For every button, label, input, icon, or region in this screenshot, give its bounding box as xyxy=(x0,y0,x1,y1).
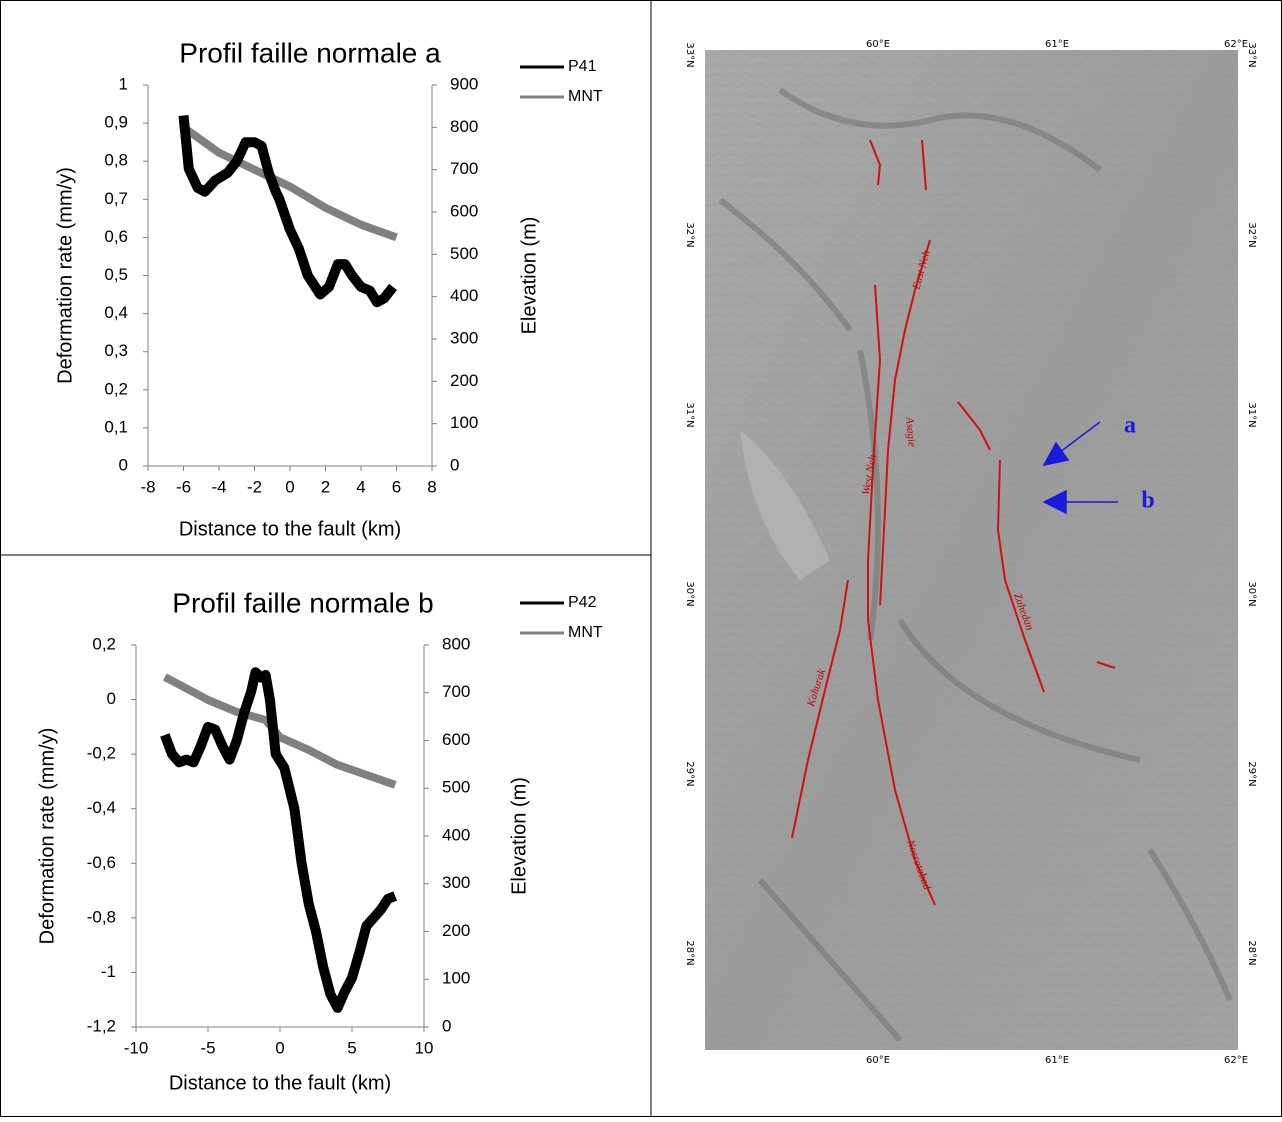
y-tick-label: 0,2 xyxy=(104,379,128,398)
data-line xyxy=(178,115,397,308)
legend-label: MNT xyxy=(568,624,603,641)
x-tick-label: 8 xyxy=(427,477,436,496)
chart-title: Profil faille normale b xyxy=(172,587,433,618)
lat-label: 30°N xyxy=(1246,581,1257,606)
y-tick-label: 0,8 xyxy=(104,151,128,170)
map-ridges xyxy=(718,87,1233,1042)
y-tick-label: 0 xyxy=(107,689,116,708)
data-line xyxy=(160,667,398,1013)
lon-label: 62°E xyxy=(1224,39,1248,50)
dune-field xyxy=(740,430,830,580)
y-tick-label: 0,5 xyxy=(104,265,128,284)
y-tick-label: 1 xyxy=(119,74,128,93)
x-tick-label: -8 xyxy=(140,477,155,496)
lat-label: 29°N xyxy=(1246,761,1257,786)
lat-label: 32°N xyxy=(684,222,695,247)
lat-label: 31°N xyxy=(1246,402,1257,427)
lat-label: 33°N xyxy=(684,42,695,67)
y2-tick-label: 500 xyxy=(442,778,470,797)
y2-tick-label: 500 xyxy=(450,244,478,263)
y-tick-label: -0,4 xyxy=(87,798,116,817)
x-tick-label: 5 xyxy=(347,1038,356,1057)
x-tick-label: 6 xyxy=(392,477,401,496)
y-tick-label: 0,2 xyxy=(92,634,116,653)
x-tick-label: 4 xyxy=(356,477,365,496)
legend-label: P42 xyxy=(568,594,597,611)
y-tick-label: -0,6 xyxy=(87,853,116,872)
y-axis-title: Deformation rate (mm/y) xyxy=(54,167,76,384)
y2-axis-title: Elevation (m) xyxy=(518,217,540,335)
lon-label: 61°E xyxy=(1045,1055,1069,1066)
charts: Profil faille normale a Distance to the f… xyxy=(36,37,603,1094)
faults xyxy=(791,139,1116,906)
lat-label: 29°N xyxy=(684,761,695,786)
x-tick-label: 0 xyxy=(285,477,294,496)
y-tick-label: -0,8 xyxy=(87,907,116,926)
legend-label: P41 xyxy=(568,58,597,75)
lat-label: 32°N xyxy=(1246,222,1257,247)
y2-tick-label: 100 xyxy=(450,413,478,432)
chart: Profil faille normale b Distance to the f… xyxy=(36,587,603,1094)
y-tick-label: 0,9 xyxy=(104,113,128,132)
x-tick-label: 2 xyxy=(321,477,330,496)
y-tick-label: 0,4 xyxy=(104,303,128,322)
y2-axis-title: Elevation (m) xyxy=(508,777,530,895)
lat-label: 31°N xyxy=(684,402,695,427)
y-tick-label: 0,6 xyxy=(104,227,128,246)
lat-label: 28°N xyxy=(684,940,695,965)
y2-tick-label: 800 xyxy=(442,634,470,653)
x-axis-title: Distance to the fault (km) xyxy=(179,518,401,540)
x-tick-label: 10 xyxy=(415,1038,434,1057)
y-tick-label: -1,2 xyxy=(87,1016,116,1035)
lat-label: 30°N xyxy=(684,581,695,606)
y2-tick-label: 300 xyxy=(450,328,478,347)
y2-tick-label: 700 xyxy=(450,159,478,178)
y2-tick-label: 600 xyxy=(450,201,478,220)
lon-label: 60°E xyxy=(866,1055,890,1066)
fault-name: Asagie xyxy=(903,416,918,448)
chart: Profil faille normale a Distance to the f… xyxy=(54,37,603,540)
legend-label: MNT xyxy=(568,88,603,105)
profile-marker: a xyxy=(1124,413,1136,439)
y-axis-title: Deformation rate (mm/y) xyxy=(36,728,58,945)
x-tick-label: -6 xyxy=(176,477,191,496)
y2-tick-label: 0 xyxy=(450,455,459,474)
y-tick-label: 0,1 xyxy=(104,417,128,436)
x-tick-label: 0 xyxy=(275,1038,284,1057)
y2-tick-label: 700 xyxy=(442,682,470,701)
data-line xyxy=(181,124,398,242)
lon-label: 62°E xyxy=(1224,1055,1248,1066)
y2-tick-label: 600 xyxy=(442,730,470,749)
y2-tick-label: 0 xyxy=(442,1016,451,1035)
y-tick-label: 0 xyxy=(119,455,128,474)
y-tick-label: 0,3 xyxy=(104,341,128,360)
lon-label: 60°E xyxy=(866,39,890,50)
x-axis-title: Distance to the fault (km) xyxy=(169,1072,391,1094)
profile-marker: b xyxy=(1141,488,1154,514)
y2-tick-label: 300 xyxy=(442,873,470,892)
lat-label: 33°N xyxy=(1246,42,1257,67)
y2-tick-label: 200 xyxy=(442,921,470,940)
y-tick-label: -0,2 xyxy=(87,744,116,763)
x-tick-label: -5 xyxy=(200,1038,215,1057)
y2-tick-label: 800 xyxy=(450,117,478,136)
y2-tick-label: 900 xyxy=(450,74,478,93)
map: 33°N 33°N 32°N 32°N 31°N 31°N 30°N 30°N 29°N 29°N… xyxy=(684,39,1257,1066)
data-line xyxy=(162,673,397,789)
chart-title: Profil faille normale a xyxy=(179,37,441,68)
x-tick-label: -2 xyxy=(247,477,262,496)
y2-tick-label: 200 xyxy=(450,371,478,390)
y-tick-label: -1 xyxy=(101,962,116,981)
y2-tick-label: 400 xyxy=(442,825,470,844)
x-tick-label: -4 xyxy=(211,477,226,496)
lon-label: 61°E xyxy=(1045,39,1069,50)
x-tick-label: -10 xyxy=(124,1038,149,1057)
lat-label: 28°N xyxy=(1246,940,1257,965)
y-tick-label: 0,7 xyxy=(104,189,128,208)
y2-tick-label: 400 xyxy=(450,286,478,305)
y2-tick-label: 100 xyxy=(442,969,470,988)
arrows xyxy=(1042,421,1118,515)
